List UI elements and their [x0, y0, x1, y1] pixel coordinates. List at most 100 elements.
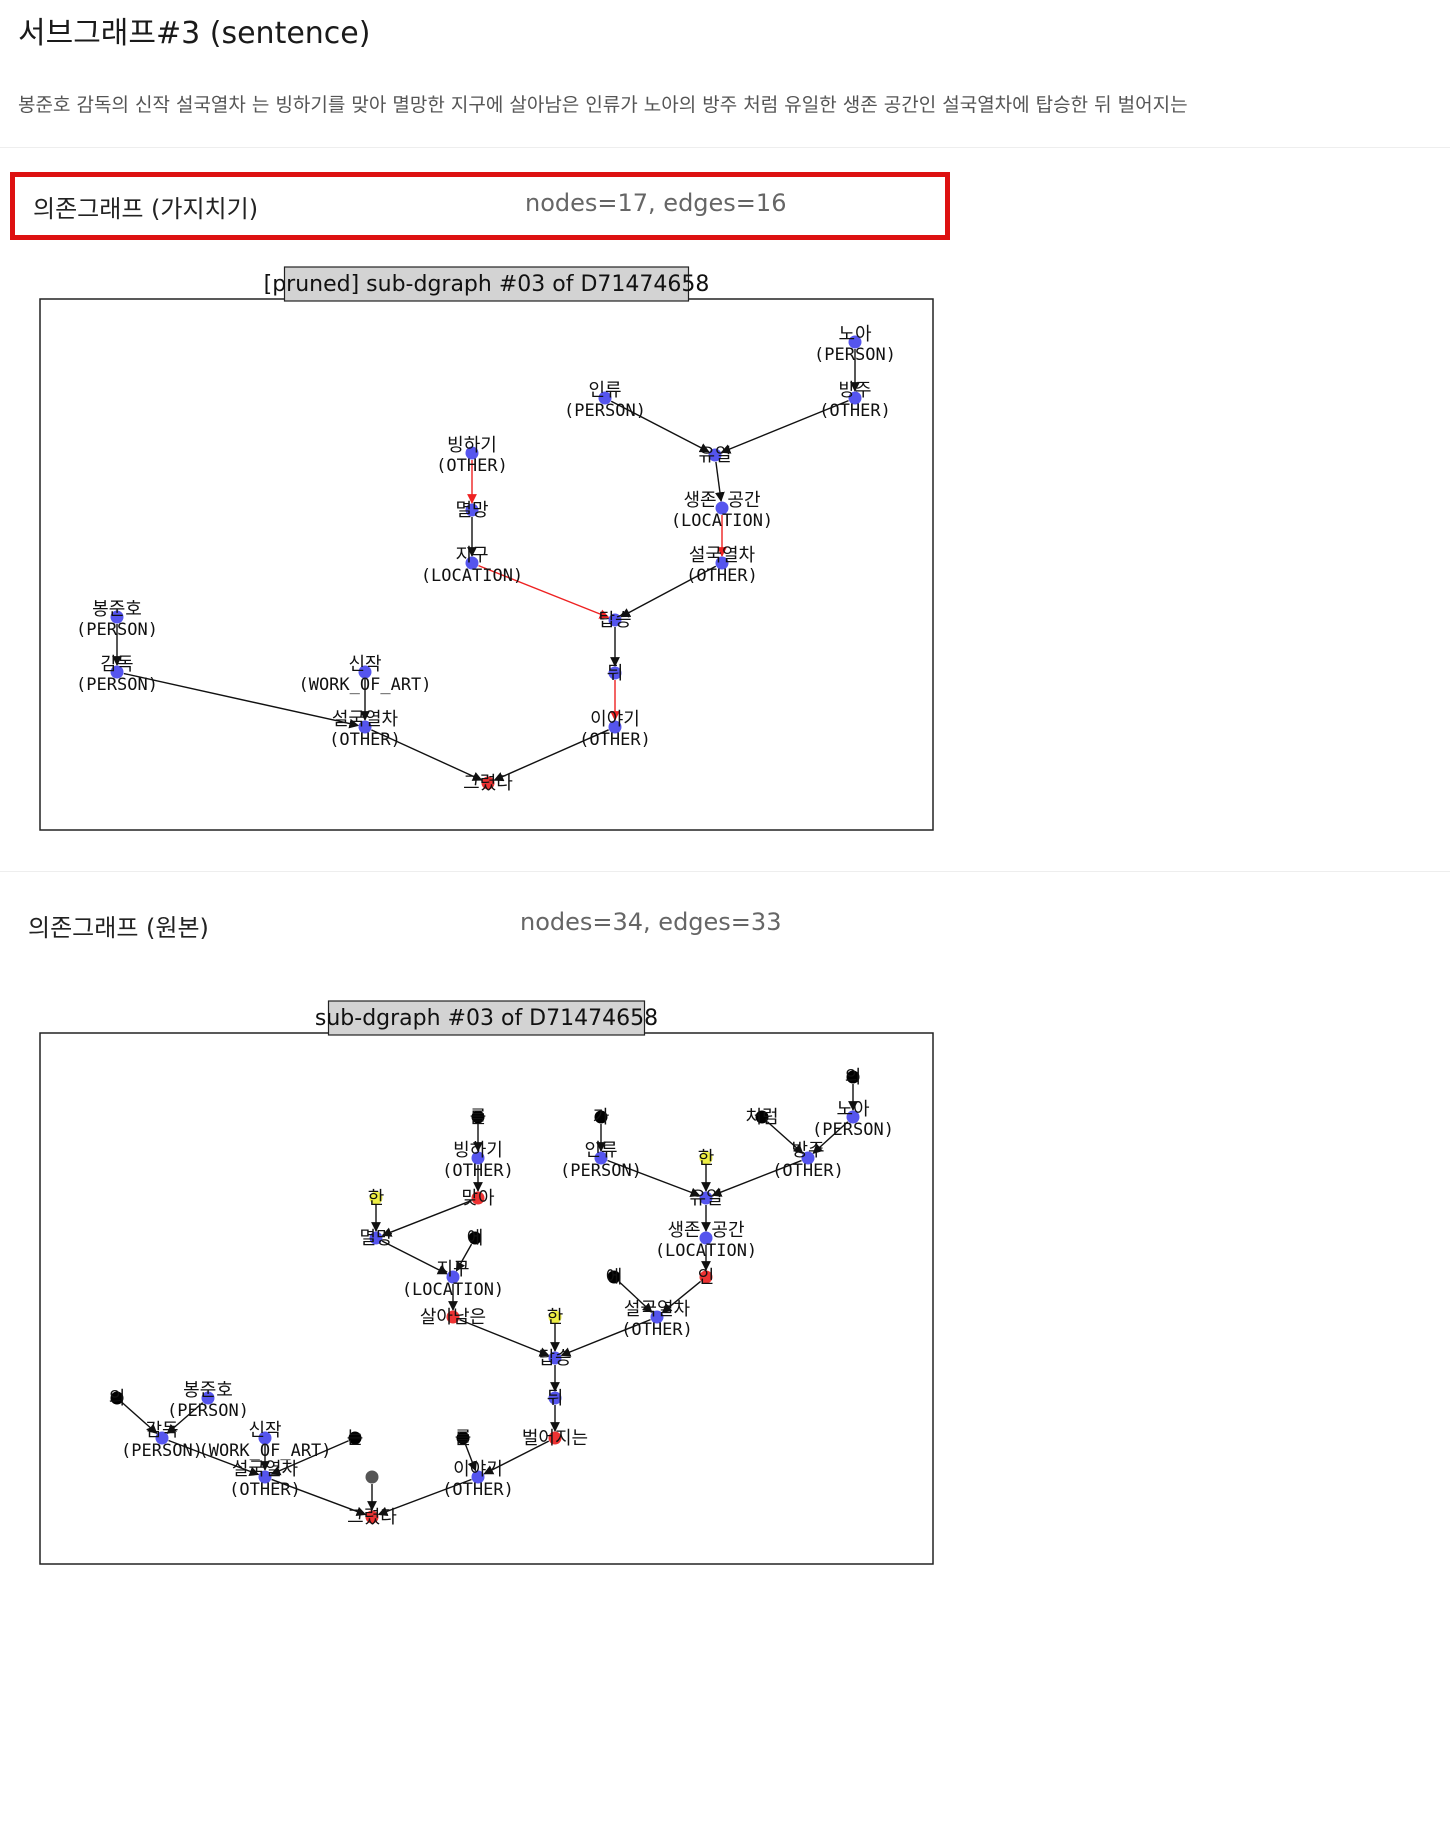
node-jigu: 지구(LOCATION)	[421, 545, 523, 586]
node-seolguk1: 설국열차(OTHER)	[229, 1459, 301, 1500]
node-label: 살아남은	[420, 1307, 486, 1328]
edge-seolguk1-geuryeotda	[371, 729, 483, 781]
node-marker	[699, 1151, 713, 1165]
node-gamdok: 감독(PERSON)	[121, 1420, 203, 1461]
node-gamdok: 감독(PERSON)	[76, 654, 158, 695]
node-label: 를	[470, 1107, 487, 1128]
node-marker	[548, 1351, 562, 1365]
node-marker	[201, 1391, 215, 1405]
node-type-label: (OTHER)	[436, 456, 508, 476]
node-label: 뒤	[547, 1388, 564, 1409]
node-label: 벌어지는	[522, 1428, 588, 1449]
node-marker	[468, 1231, 482, 1245]
node-marker	[456, 1431, 470, 1445]
node-han1: 한	[698, 1148, 715, 1169]
original-dependency-graph: sub-dgraph #03 of D71474658의노아(PERSON)처럼…	[39, 1000, 934, 1565]
node-reul2: 를	[455, 1428, 472, 1449]
node-yuil: 유일	[689, 1188, 722, 1209]
pruned-section-label: 의존그래프 (가지치기)	[33, 195, 259, 223]
node-sinjak: 신작(WORK_OF_ART)	[298, 654, 431, 695]
node-label: 설국열차	[232, 1459, 299, 1480]
node-type-label: (WORK_OF_ART)	[198, 1441, 331, 1461]
node-label: 생존 공간	[683, 490, 760, 511]
edge-seolguk2-tapseung	[620, 565, 717, 618]
node-label: 를	[455, 1428, 472, 1449]
node-type-label: (OTHER)	[621, 1320, 693, 1340]
node-type-label: (OTHER)	[442, 1480, 514, 1500]
node-marker	[598, 391, 612, 405]
node-marker	[358, 720, 372, 734]
node-marker	[608, 666, 622, 680]
node-type-label: (PERSON)	[560, 1161, 642, 1181]
node-marker	[155, 1431, 169, 1445]
node-maja: 맞아	[461, 1188, 495, 1209]
edge-cheoreom-bangju	[766, 1121, 804, 1154]
node-marker	[369, 1231, 383, 1245]
pruned-section-header[interactable]: 의존그래프 (가지치기) nodes=17, edges=16	[10, 172, 950, 240]
node-bangju: 방주(OTHER)	[772, 1140, 844, 1181]
node-label: 노아	[836, 1099, 870, 1120]
node-neun: 는	[347, 1428, 364, 1449]
node-binghagi: 빙하기(OTHER)	[442, 1140, 514, 1181]
edge-maja-myeolmang	[381, 1199, 472, 1237]
original-section-label: 의존그래프 (원본)	[28, 914, 209, 942]
node-geuryeotda: 그렸다	[347, 1507, 397, 1528]
node-label: 한	[368, 1188, 385, 1209]
node-sinjak: 신작(WORK_OF_ART)	[198, 1420, 331, 1461]
edge-noa-bangju	[812, 1121, 849, 1154]
node-label: 멸망	[455, 500, 488, 521]
node-marker	[848, 391, 862, 405]
node-label: 한	[698, 1148, 715, 1169]
node-myeolmang: 멸망	[455, 500, 488, 521]
node-marker	[699, 1270, 713, 1284]
node-bongjunho: 봉준호(PERSON)	[76, 599, 158, 640]
node-type-label: (LOCATION)	[421, 566, 523, 586]
node-label: 의	[109, 1388, 126, 1409]
node-marker	[358, 665, 372, 679]
node-iyagi: 이야기(OTHER)	[579, 709, 651, 750]
edge-in-seolguk2	[661, 1280, 702, 1314]
edge-ui2-gamdok	[121, 1402, 158, 1435]
edge-salanameun-tapseung	[459, 1318, 550, 1357]
node-type-label: (PERSON)	[167, 1401, 249, 1421]
edge-e1-jigu	[455, 1243, 473, 1272]
node-label: 에	[467, 1228, 484, 1249]
edge-iyagi-geuryeotda	[377, 1478, 472, 1516]
node-marker	[715, 556, 729, 570]
edge-seolguk2-tapseung	[560, 1318, 651, 1357]
node-saengjon: 생존 공간(LOCATION)	[655, 1220, 757, 1261]
node-marker	[594, 1151, 608, 1165]
node-saengjon: 생존 공간(LOCATION)	[671, 490, 773, 531]
node-marker	[446, 1270, 460, 1284]
divider	[0, 871, 1450, 872]
edge-seolguk1-geuryeotda	[271, 1478, 367, 1517]
node-type-label: (OTHER)	[819, 401, 891, 421]
sentence-text: 봉준호 감독의 신작 설국열차 는 빙하기를 맞아 멸망한 지구에 살아남은 인…	[18, 94, 1188, 116]
node-label: 빙하기	[453, 1140, 503, 1161]
node-salanameun: 살아남은	[420, 1307, 486, 1328]
node-label: 이야기	[453, 1459, 503, 1480]
node-type-label: (PERSON)	[812, 1120, 894, 1140]
node-marker	[258, 1431, 272, 1445]
node-marker	[607, 1270, 621, 1284]
pruned-stats: nodes=17, edges=16	[525, 189, 787, 217]
node-marker	[755, 1110, 769, 1124]
original-section-header: 의존그래프 (원본) nodes=34, edges=33	[10, 896, 950, 964]
node-binghagi: 빙하기(OTHER)	[436, 435, 508, 476]
node-label: 노아	[838, 324, 872, 345]
node-bangju: 방주(OTHER)	[819, 380, 891, 421]
node-jigu: 지구(LOCATION)	[402, 1259, 504, 1300]
node-label: 맞아	[461, 1188, 495, 1209]
node-label: 방주	[791, 1140, 824, 1161]
node-marker	[369, 1191, 383, 1205]
original-stats: nodes=34, edges=33	[520, 908, 782, 936]
node-label: 한	[547, 1307, 564, 1328]
node-myeolmang: 멸망	[359, 1228, 392, 1249]
node-type-label: (PERSON)	[121, 1441, 203, 1461]
edge-yuil-saengjon	[715, 461, 725, 503]
node-ui2: 의	[109, 1388, 126, 1409]
node-noa: 노아(PERSON)	[812, 1099, 894, 1140]
node-type-label: (OTHER)	[229, 1480, 301, 1500]
